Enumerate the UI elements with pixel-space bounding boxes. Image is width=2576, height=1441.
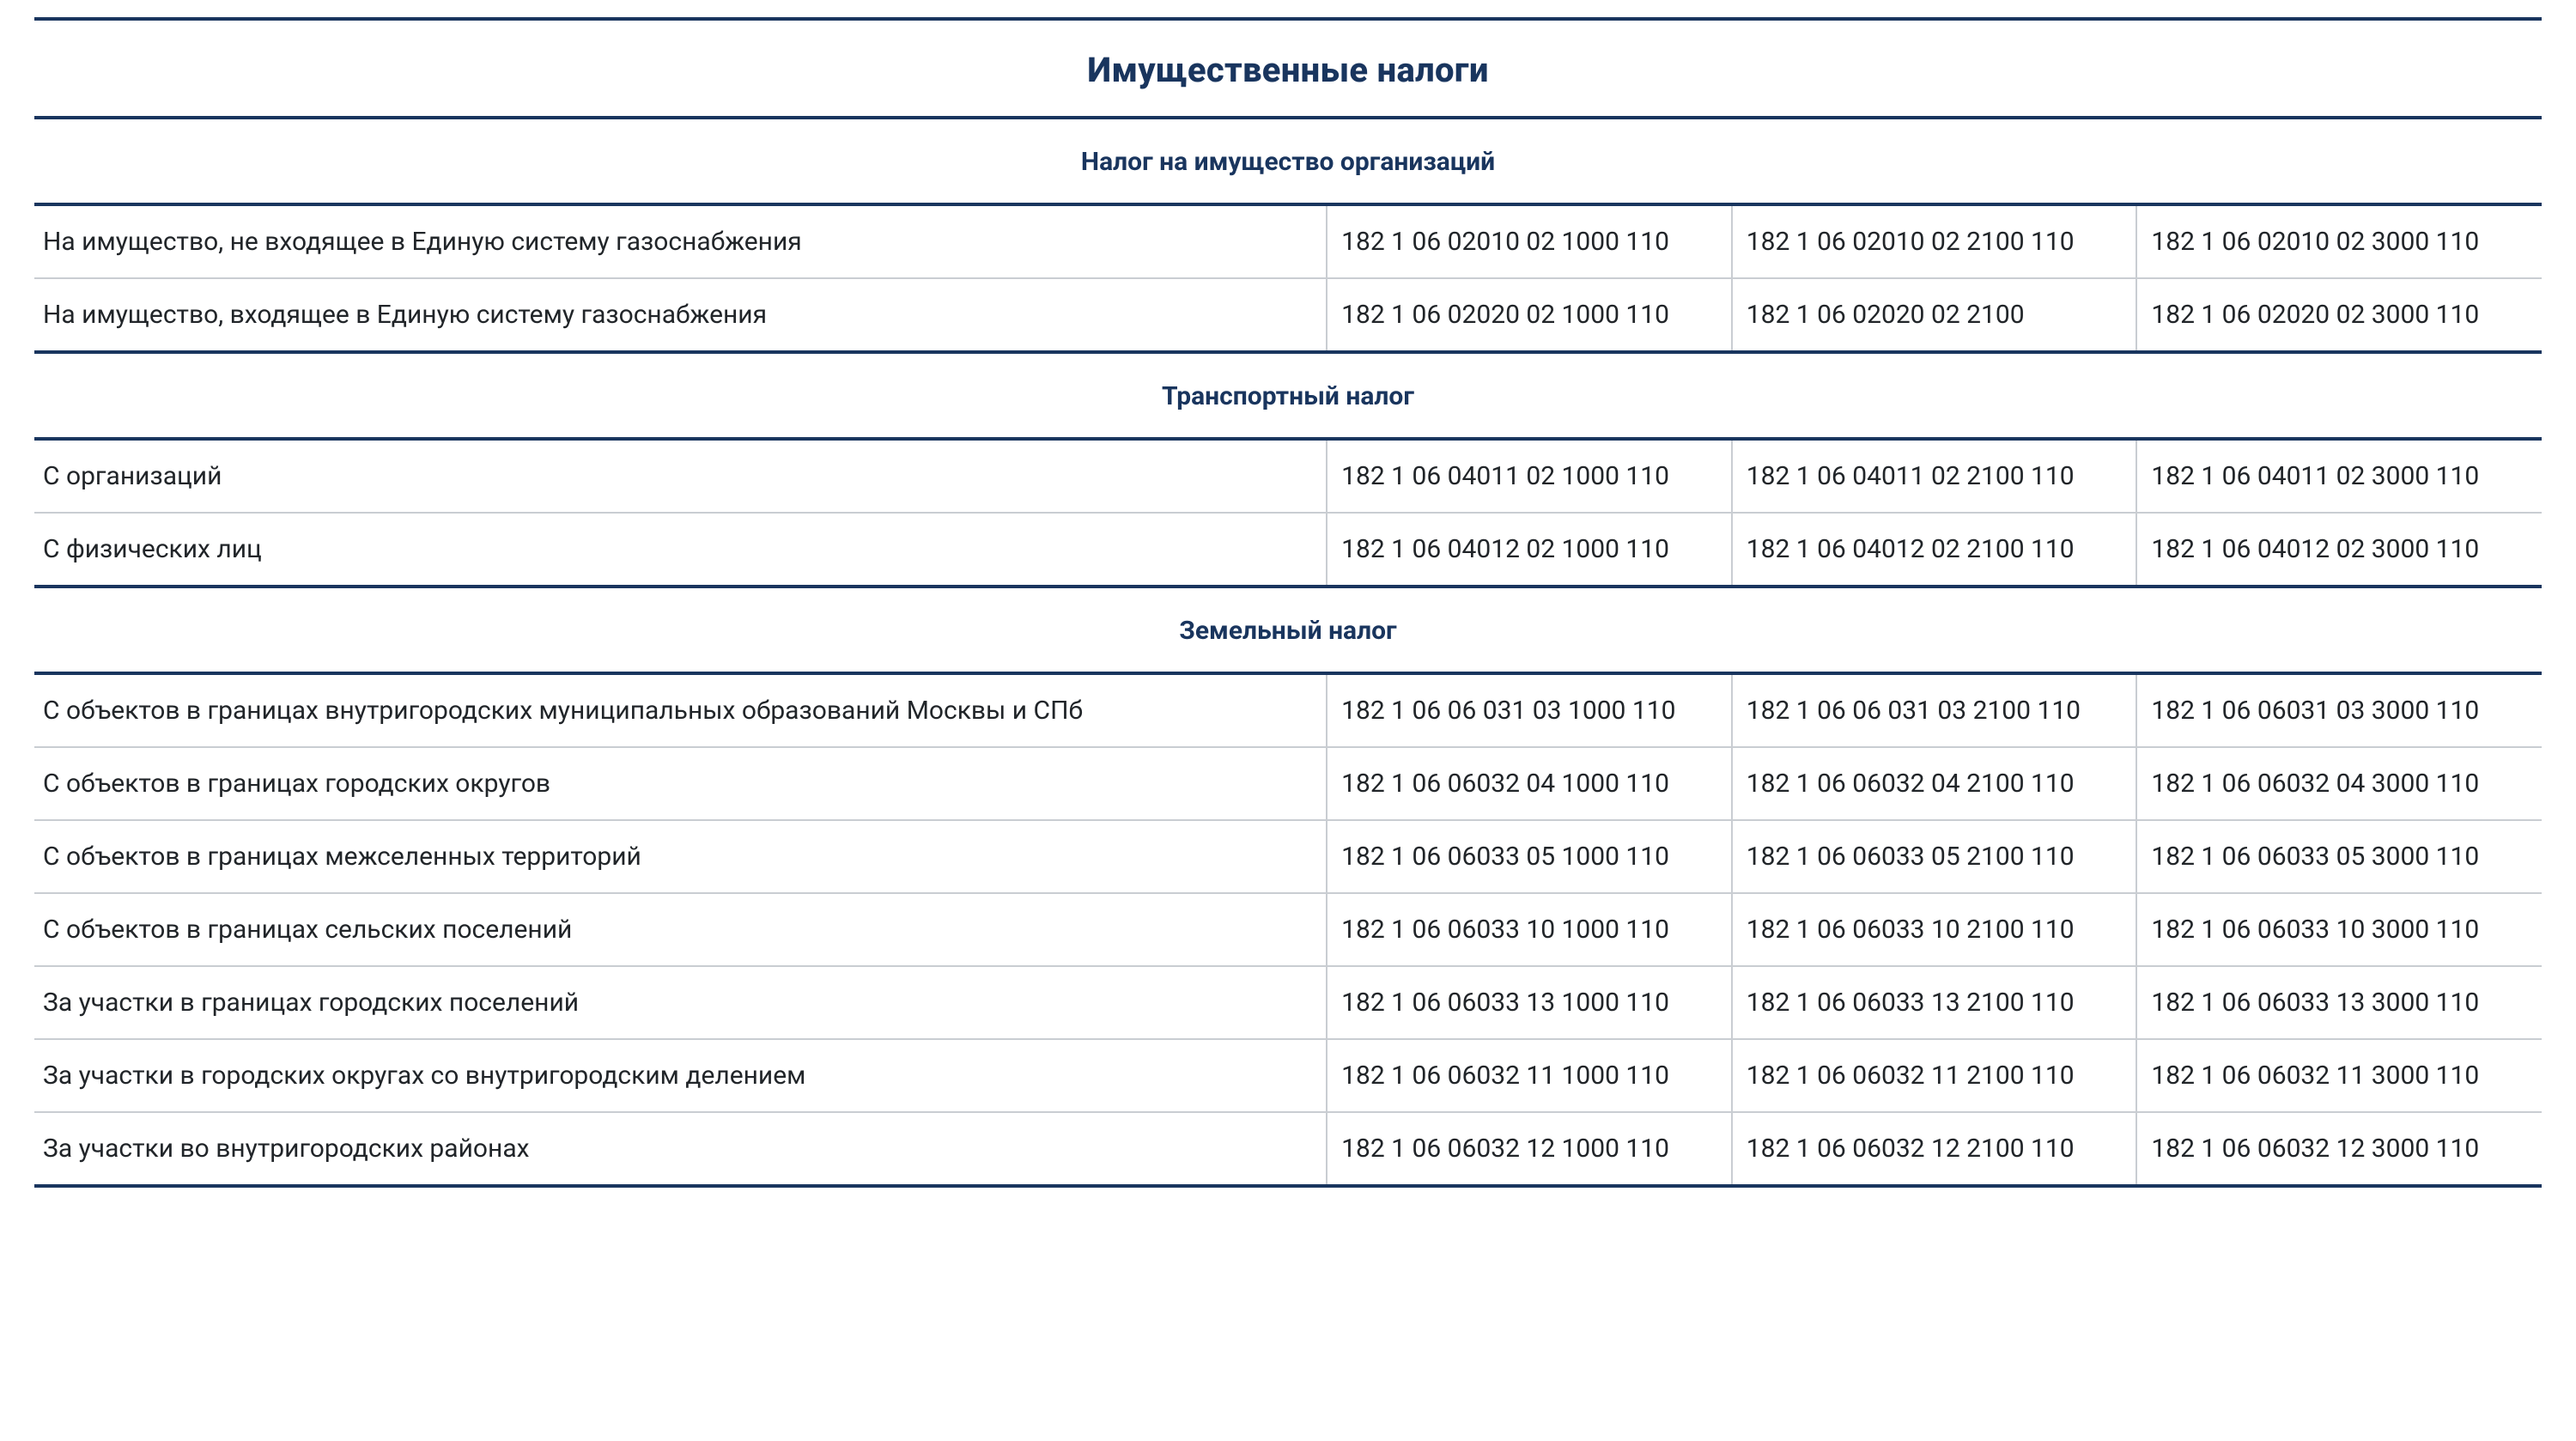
row-description: С объектов в границах межселенных террит… (34, 820, 1327, 893)
code-col-3: 182 1 06 06032 04 3000 110 (2136, 747, 2542, 820)
row-description: С организаций (34, 439, 1327, 513)
code-col-3: 182 1 06 06033 10 3000 110 (2136, 893, 2542, 966)
code-col-3: 182 1 06 06033 05 3000 110 (2136, 820, 2542, 893)
section-heading: Земельный налог (34, 587, 2542, 673)
section-heading: Налог на имущество организаций (34, 118, 2542, 204)
code-col-2: 182 1 06 06 031 03 2100 110 (1732, 673, 2137, 747)
table-row: На имущество, входящее в Единую систему … (34, 278, 2542, 352)
code-col-2: 182 1 06 02020 02 2100 (1732, 278, 2137, 352)
section-heading-row: Транспортный налог (34, 352, 2542, 439)
table-row: С объектов в границах внутригородских му… (34, 673, 2542, 747)
row-description: На имущество, входящее в Единую систему … (34, 278, 1327, 352)
section-heading-row: Налог на имущество организаций (34, 118, 2542, 204)
code-col-2: 182 1 06 06033 10 2100 110 (1732, 893, 2137, 966)
code-col-1: 182 1 06 06033 10 1000 110 (1327, 893, 1732, 966)
page: Имущественные налоги Налог на имущество … (0, 0, 2576, 1239)
code-col-2: 182 1 06 02010 02 2100 110 (1732, 204, 2137, 278)
code-col-1: 182 1 06 06032 11 1000 110 (1327, 1039, 1732, 1112)
code-col-1: 182 1 06 06032 12 1000 110 (1327, 1112, 1732, 1186)
table-row: За участки в границах городских поселени… (34, 966, 2542, 1039)
code-col-2: 182 1 06 06032 04 2100 110 (1732, 747, 2137, 820)
code-col-2: 182 1 06 06033 05 2100 110 (1732, 820, 2137, 893)
section-heading-row: Земельный налог (34, 587, 2542, 673)
table-row: С объектов в границах сельских поселений… (34, 893, 2542, 966)
table-row: С объектов в границах городских округов1… (34, 747, 2542, 820)
code-col-3: 182 1 06 06032 11 3000 110 (2136, 1039, 2542, 1112)
row-description: С объектов в границах городских округов (34, 747, 1327, 820)
code-col-3: 182 1 06 06033 13 3000 110 (2136, 966, 2542, 1039)
code-col-1: 182 1 06 04011 02 1000 110 (1327, 439, 1732, 513)
code-col-2: 182 1 06 06032 11 2100 110 (1732, 1039, 2137, 1112)
code-col-2: 182 1 06 04012 02 2100 110 (1732, 513, 2137, 587)
table-row: С физических лиц182 1 06 04012 02 1000 1… (34, 513, 2542, 587)
table-row: За участки в городских округах со внутри… (34, 1039, 2542, 1112)
row-description: За участки во внутригородских районах (34, 1112, 1327, 1186)
table-row: С организаций182 1 06 04011 02 1000 1101… (34, 439, 2542, 513)
code-col-1: 182 1 06 04012 02 1000 110 (1327, 513, 1732, 587)
table-row: За участки во внутригородских районах182… (34, 1112, 2542, 1186)
code-col-1: 182 1 06 06033 13 1000 110 (1327, 966, 1732, 1039)
row-description: С объектов в границах внутригородских му… (34, 673, 1327, 747)
code-col-2: 182 1 06 06032 12 2100 110 (1732, 1112, 2137, 1186)
code-col-1: 182 1 06 06033 05 1000 110 (1327, 820, 1732, 893)
table-row: На имущество, не входящее в Единую систе… (34, 204, 2542, 278)
code-col-1: 182 1 06 02020 02 1000 110 (1327, 278, 1732, 352)
code-col-3: 182 1 06 04012 02 3000 110 (2136, 513, 2542, 587)
code-col-1: 182 1 06 06 031 03 1000 110 (1327, 673, 1732, 747)
table-title-row: Имущественные налоги (34, 19, 2542, 118)
row-description: С физических лиц (34, 513, 1327, 587)
code-col-3: 182 1 06 06032 12 3000 110 (2136, 1112, 2542, 1186)
tax-codes-table: Имущественные налоги Налог на имущество … (34, 17, 2542, 1188)
table-title: Имущественные налоги (34, 19, 2542, 118)
code-col-3: 182 1 06 04011 02 3000 110 (2136, 439, 2542, 513)
code-col-2: 182 1 06 06033 13 2100 110 (1732, 966, 2137, 1039)
section-heading: Транспортный налог (34, 352, 2542, 439)
code-col-3: 182 1 06 02010 02 3000 110 (2136, 204, 2542, 278)
code-col-1: 182 1 06 06032 04 1000 110 (1327, 747, 1732, 820)
code-col-3: 182 1 06 06031 03 3000 110 (2136, 673, 2542, 747)
row-description: За участки в границах городских поселени… (34, 966, 1327, 1039)
row-description: С объектов в границах сельских поселений (34, 893, 1327, 966)
table-row: С объектов в границах межселенных террит… (34, 820, 2542, 893)
code-col-1: 182 1 06 02010 02 1000 110 (1327, 204, 1732, 278)
row-description: За участки в городских округах со внутри… (34, 1039, 1327, 1112)
code-col-2: 182 1 06 04011 02 2100 110 (1732, 439, 2137, 513)
code-col-3: 182 1 06 02020 02 3000 110 (2136, 278, 2542, 352)
row-description: На имущество, не входящее в Единую систе… (34, 204, 1327, 278)
